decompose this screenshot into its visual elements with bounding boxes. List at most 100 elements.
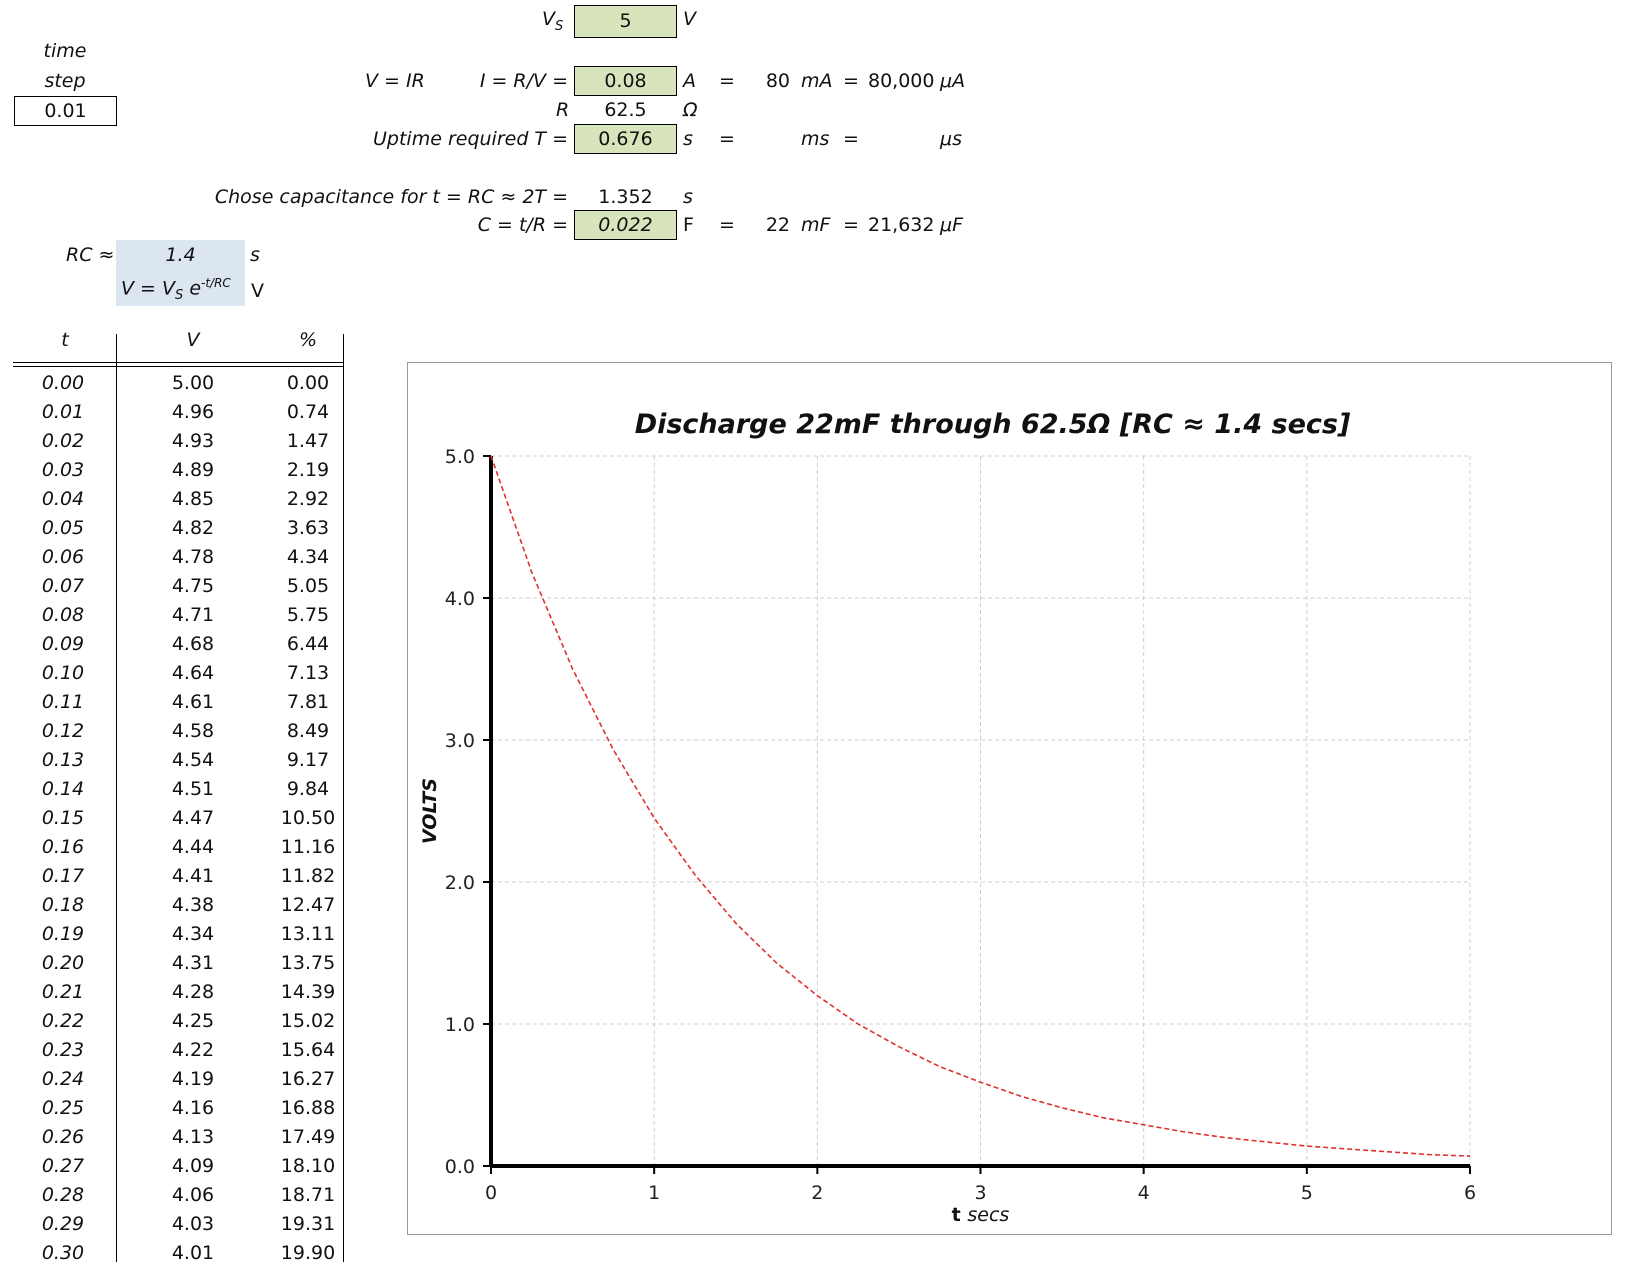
cell-percent: 18.10 (280, 1155, 336, 1177)
y-tick-label: 0.0 (445, 1156, 475, 1178)
cell-percent: 5.75 (286, 604, 330, 626)
cell-t: 0.27 (41, 1155, 85, 1177)
discharge-chart: Discharge 22mF through 62.5Ω [RC ≈ 1.4 s… (419, 409, 1476, 1226)
capacitance-uf-unit: μF (940, 214, 964, 236)
cell-v: 4.47 (171, 807, 215, 829)
table-row: 0.01 4.96 0.74 (13, 397, 343, 426)
cell-t: 0.23 (41, 1039, 85, 1061)
rc-value: 1.4 (165, 244, 196, 266)
cell-percent: 9.84 (286, 778, 330, 800)
table-row: 0.15 4.47 10.50 (13, 803, 343, 832)
cell-t: 0.01 (41, 401, 85, 423)
equals-sign: = (843, 70, 859, 92)
current-cell[interactable]: 0.08 (574, 66, 677, 96)
ohm-law-label: V = IR (365, 70, 425, 92)
cell-percent: 12.47 (280, 894, 336, 916)
cell-t: 0.15 (41, 807, 85, 829)
x-axis-label: t secs (952, 1204, 1010, 1226)
table-row: 0.07 4.75 5.05 (13, 571, 343, 600)
x-tick-label: 6 (1464, 1182, 1476, 1204)
cell-v: 4.64 (171, 662, 215, 684)
cell-t: 0.26 (41, 1126, 85, 1148)
capacitance-uf-value: 21,632 (868, 214, 935, 236)
cell-percent: 11.82 (280, 865, 336, 887)
x-tick-label: 5 (1301, 1182, 1313, 1204)
header-divider (13, 366, 343, 367)
cell-v: 4.25 (171, 1010, 215, 1032)
cell-t: 0.18 (41, 894, 85, 916)
current-ua-value: 80,000 (868, 70, 935, 92)
cell-percent: 10.50 (280, 807, 336, 829)
cell-t: 0.07 (41, 575, 85, 597)
x-tick-label: 3 (974, 1182, 986, 1204)
cell-t: 0.17 (41, 865, 85, 887)
cell-percent: 8.49 (286, 720, 330, 742)
y-tick-label: 4.0 (445, 588, 475, 610)
uptime-ms-unit: ms (801, 128, 830, 150)
table-row: 0.16 4.44 11.16 (13, 832, 343, 861)
cell-t: 0.19 (41, 923, 85, 945)
table-row: 0.26 4.13 17.49 (13, 1122, 343, 1151)
cell-percent: 15.64 (280, 1039, 336, 1061)
x-tick-label: 4 (1138, 1182, 1150, 1204)
table-row: 0.23 4.22 15.64 (13, 1035, 343, 1064)
cell-percent: 16.27 (280, 1068, 336, 1090)
x-tick-label: 1 (648, 1182, 660, 1204)
cell-t: 0.05 (41, 517, 85, 539)
table-row: 0.03 4.89 2.19 (13, 455, 343, 484)
cell-v: 4.78 (171, 546, 215, 568)
discharge-formula: V = VS e-t/RC (121, 276, 231, 304)
chart-area[interactable]: Discharge 22mF through 62.5Ω [RC ≈ 1.4 s… (407, 362, 1612, 1235)
cell-v: 4.96 (171, 401, 215, 423)
column-divider (116, 334, 117, 1262)
cell-t: 0.28 (41, 1184, 85, 1206)
cell-percent: 3.63 (286, 517, 330, 539)
header-divider (13, 362, 343, 363)
vs-input[interactable]: 5 (574, 5, 677, 38)
timestep-label-2: step (44, 70, 86, 92)
cell-v: 4.85 (171, 488, 215, 510)
cell-v: 4.38 (171, 894, 215, 916)
cell-t: 0.04 (41, 488, 85, 510)
table-row: 0.30 4.01 19.90 (13, 1238, 343, 1267)
resistance-label: R (556, 99, 570, 121)
cell-v: 4.44 (171, 836, 215, 858)
capacitance-cell[interactable]: 0.022 (574, 210, 677, 240)
cell-t: 0.11 (41, 691, 85, 713)
cell-percent: 9.17 (286, 749, 330, 771)
cell-v: 4.34 (171, 923, 215, 945)
cell-percent: 5.05 (286, 575, 330, 597)
column-header-percent: % (298, 329, 318, 351)
current-unit: A (683, 70, 696, 92)
table-row: 0.21 4.28 14.39 (13, 977, 343, 1006)
cell-v: 4.54 (171, 749, 215, 771)
cell-v: 4.75 (171, 575, 215, 597)
vs-label: VS (542, 8, 564, 34)
y-axis-label: VOLTS (419, 778, 441, 844)
cell-t: 0.00 (41, 372, 85, 394)
uptime-input[interactable]: 0.676 (574, 124, 677, 154)
cell-t: 0.03 (41, 459, 85, 481)
table-row: 0.02 4.93 1.47 (13, 426, 343, 455)
cell-v: 4.93 (171, 430, 215, 452)
rc-label: RC ≈ (66, 244, 115, 266)
cell-v: 4.06 (171, 1184, 215, 1206)
cell-percent: 1.47 (286, 430, 330, 452)
cell-percent: 11.16 (280, 836, 336, 858)
table-row: 0.00 5.00 0.00 (13, 368, 343, 397)
x-tick-label: 0 (485, 1182, 497, 1204)
table-row: 0.28 4.06 18.71 (13, 1180, 343, 1209)
table-row: 0.05 4.82 3.63 (13, 513, 343, 542)
cell-v: 4.61 (171, 691, 215, 713)
cell-t: 0.13 (41, 749, 85, 771)
cell-t: 0.14 (41, 778, 85, 800)
cell-percent: 7.13 (286, 662, 330, 684)
cell-percent: 19.31 (280, 1213, 336, 1235)
vs-unit: V (683, 8, 696, 30)
uptime-us-unit: μs (940, 128, 962, 150)
table-row: 0.06 4.78 4.34 (13, 542, 343, 571)
cell-percent: 0.00 (286, 372, 330, 394)
cell-t: 0.08 (41, 604, 85, 626)
table-row: 0.25 4.16 16.88 (13, 1093, 343, 1122)
timestep-input[interactable]: 0.01 (14, 96, 117, 126)
